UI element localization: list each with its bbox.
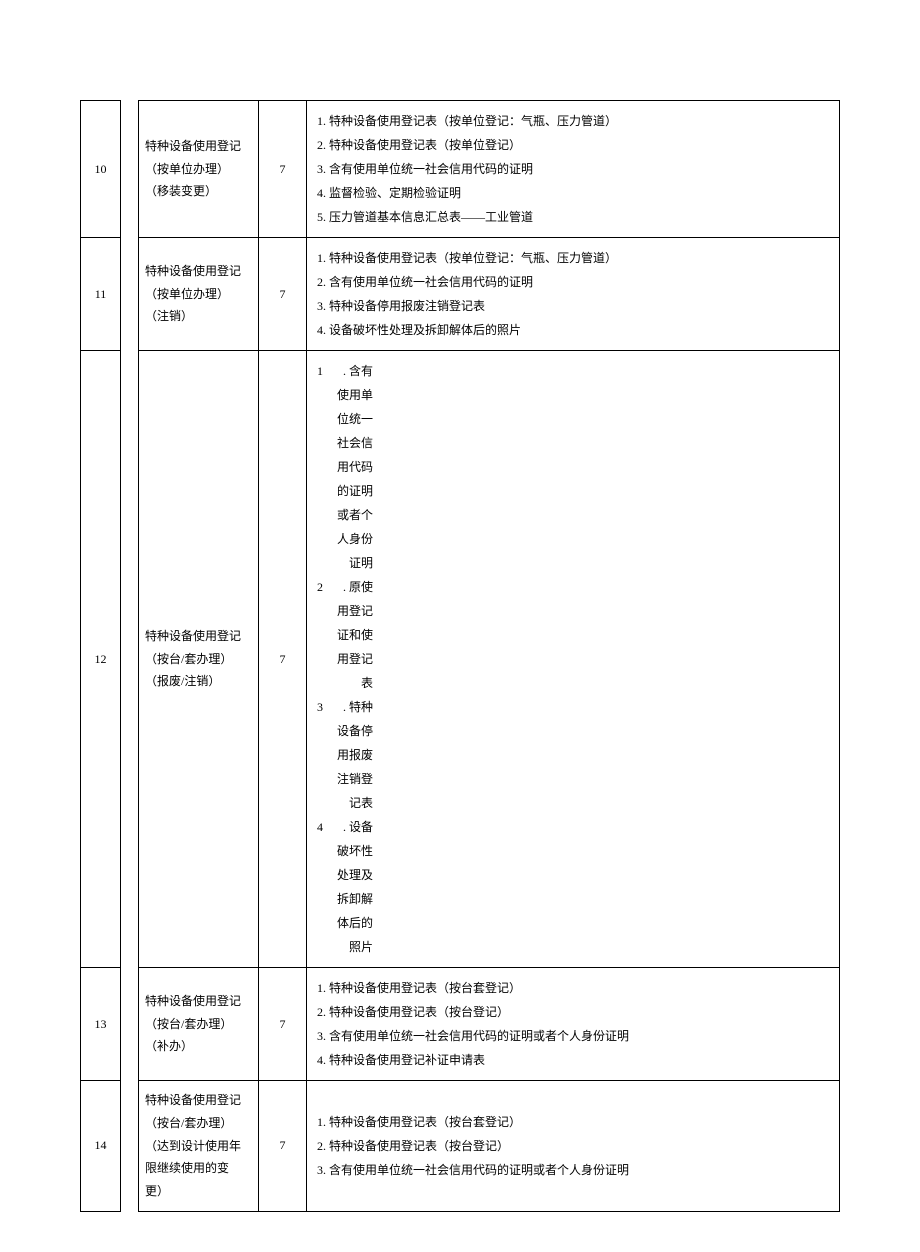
content-line: 3. 特种设备停用报废注销登记表 [317,294,833,318]
content-line: 4. 设备破坏性处理及拆卸解体后的照片 [317,318,833,342]
name-line: 特种设备使用登记 [145,260,252,283]
name-line: （补办） [145,1035,252,1058]
days: 7 [259,1081,307,1212]
content: 1 . 含有使用单位统一社会信用代码的证明或者个人身份证明 2 . 原使用登记证… [307,351,840,968]
days: 7 [259,101,307,238]
content-line: 3 . 特种设备停用报废注销登记表 [317,695,833,815]
table-row: 13 特种设备使用登记 （按台/套办理） （补办） 7 1. 特种设备使用登记表… [81,968,840,1081]
days: 7 [259,351,307,968]
name-line: 特种设备使用登记 [145,1089,252,1112]
content-line: 4. 特种设备使用登记补证申请表 [317,1048,833,1072]
content: 1. 特种设备使用登记表（按台套登记） 2. 特种设备使用登记表（按台登记） 3… [307,1081,840,1212]
item-name: 特种设备使用登记 （按单位办理） （注销） [139,238,259,351]
content-line: 1. 特种设备使用登记表（按单位登记：气瓶、压力管道） [317,246,833,270]
content-line: 4. 监督检验、定期检验证明 [317,181,833,205]
row-number: 10 [81,101,121,238]
blank-column [121,101,139,1212]
row-number: 11 [81,238,121,351]
table-row: 10 特种设备使用登记 （按单位办理） （移装变更） 7 1. 特种设备使用登记… [81,101,840,238]
content-line: 2. 特种设备使用登记表（按单位登记） [317,133,833,157]
content-line: 2. 含有使用单位统一社会信用代码的证明 [317,270,833,294]
name-line: （按单位办理） [145,158,252,181]
name-line: （达到设计使用年 [145,1135,252,1158]
name-line: （按单位办理） [145,283,252,306]
name-line: （按台/套办理） [145,1112,252,1135]
name-line: （按台/套办理） [145,648,252,671]
content-line: 2. 特种设备使用登记表（按台登记） [317,1000,833,1024]
row-number: 13 [81,968,121,1081]
content: 1. 特种设备使用登记表（按台套登记） 2. 特种设备使用登记表（按台登记） 3… [307,968,840,1081]
name-line: 限继续使用的变 [145,1157,252,1180]
content-line: 3. 含有使用单位统一社会信用代码的证明 [317,157,833,181]
content-line: 1. 特种设备使用登记表（按台套登记） [317,1110,833,1134]
name-line: （按台/套办理） [145,1013,252,1036]
name-line: （注销） [145,305,252,328]
content-line: 3. 含有使用单位统一社会信用代码的证明或者个人身份证明 [317,1024,833,1048]
table-row: 12 特种设备使用登记 （按台/套办理） （报废/注销） 7 1 . 含有使用单… [81,351,840,968]
content: 1. 特种设备使用登记表（按单位登记：气瓶、压力管道） 2. 特种设备使用登记表… [307,101,840,238]
table-row: 11 特种设备使用登记 （按单位办理） （注销） 7 1. 特种设备使用登记表（… [81,238,840,351]
content-line: 1. 特种设备使用登记表（按台套登记） [317,976,833,1000]
content: 1. 特种设备使用登记表（按单位登记：气瓶、压力管道） 2. 含有使用单位统一社… [307,238,840,351]
content-line: 4 . 设备破坏性处理及拆卸解体后的照片 [317,815,833,959]
name-line: 特种设备使用登记 [145,625,252,648]
item-name: 特种设备使用登记 （按台/套办理） （达到设计使用年 限继续使用的变 更） [139,1081,259,1212]
content-line: 2 . 原使用登记证和使用登记表 [317,575,833,695]
days: 7 [259,238,307,351]
name-line: （移装变更） [145,180,252,203]
content-line: 1. 特种设备使用登记表（按单位登记：气瓶、压力管道） [317,109,833,133]
content-line: 5. 压力管道基本信息汇总表——工业管道 [317,205,833,229]
name-line: （报废/注销） [145,670,252,693]
name-line: 特种设备使用登记 [145,135,252,158]
table-row: 14 特种设备使用登记 （按台/套办理） （达到设计使用年 限继续使用的变 更）… [81,1081,840,1212]
days: 7 [259,968,307,1081]
name-line: 更） [145,1180,252,1203]
content-line: 2. 特种设备使用登记表（按台登记） [317,1134,833,1158]
content-line: 3. 含有使用单位统一社会信用代码的证明或者个人身份证明 [317,1158,833,1182]
name-line: 特种设备使用登记 [145,990,252,1013]
row-number: 12 [81,351,121,968]
item-name: 特种设备使用登记 （按台/套办理） （补办） [139,968,259,1081]
item-name: 特种设备使用登记 （按单位办理） （移装变更） [139,101,259,238]
item-name: 特种设备使用登记 （按台/套办理） （报废/注销） [139,351,259,968]
row-number: 14 [81,1081,121,1212]
registration-table: 10 特种设备使用登记 （按单位办理） （移装变更） 7 1. 特种设备使用登记… [80,100,840,1212]
content-line: 1 . 含有使用单位统一社会信用代码的证明或者个人身份证明 [317,359,833,575]
